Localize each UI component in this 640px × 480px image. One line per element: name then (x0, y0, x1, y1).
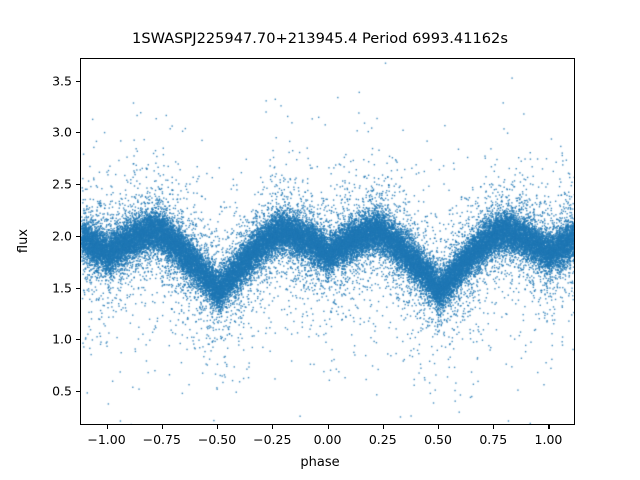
x-tick-mark (437, 425, 440, 429)
y-tick-label: 0.5 (52, 383, 72, 399)
x-tick-label: 1.00 (534, 432, 563, 447)
x-tick-label: 0.75 (479, 432, 508, 447)
y-tick-label: 2.0 (52, 228, 72, 244)
y-axis-label: flux (16, 228, 31, 254)
y-tick-mark (76, 390, 80, 392)
y-tick-label: 3.0 (52, 124, 72, 140)
x-tick-label: 0.25 (368, 432, 397, 447)
y-tick-label: 3.5 (52, 73, 72, 89)
y-tick-mark (76, 132, 80, 134)
y-tick-mark (76, 287, 80, 289)
scatter-plot-canvas (81, 59, 574, 424)
y-tick-mark (76, 235, 80, 237)
y-tick-mark (76, 339, 80, 341)
x-tick-mark (382, 425, 384, 429)
y-tick-label: 1.5 (52, 280, 72, 295)
x-tick-label: 0.50 (424, 432, 452, 447)
x-tick-mark (272, 425, 274, 429)
y-tick-label: 2.5 (52, 176, 72, 192)
x-tick-label: −0.50 (197, 432, 237, 447)
x-tick-label: −1.00 (87, 432, 126, 447)
x-tick-mark (161, 425, 163, 429)
x-tick-label: −0.75 (142, 432, 181, 447)
x-tick-mark (217, 425, 219, 429)
x-tick-label: 0.00 (313, 432, 342, 447)
x-tick-mark (493, 425, 495, 429)
x-tick-mark (327, 425, 329, 429)
x-axis-label: phase (300, 455, 340, 470)
x-tick-mark (548, 425, 550, 429)
y-tick-label: 1.0 (52, 331, 72, 347)
x-tick-mark (106, 425, 108, 429)
x-tick-label: −0.25 (253, 432, 292, 447)
page-title: 1SWASPJ225947.70+213945.4 Period 6993.41… (132, 30, 508, 47)
y-tick-mark (76, 80, 80, 82)
y-tick-mark (76, 184, 80, 186)
plot-axes (80, 58, 575, 425)
